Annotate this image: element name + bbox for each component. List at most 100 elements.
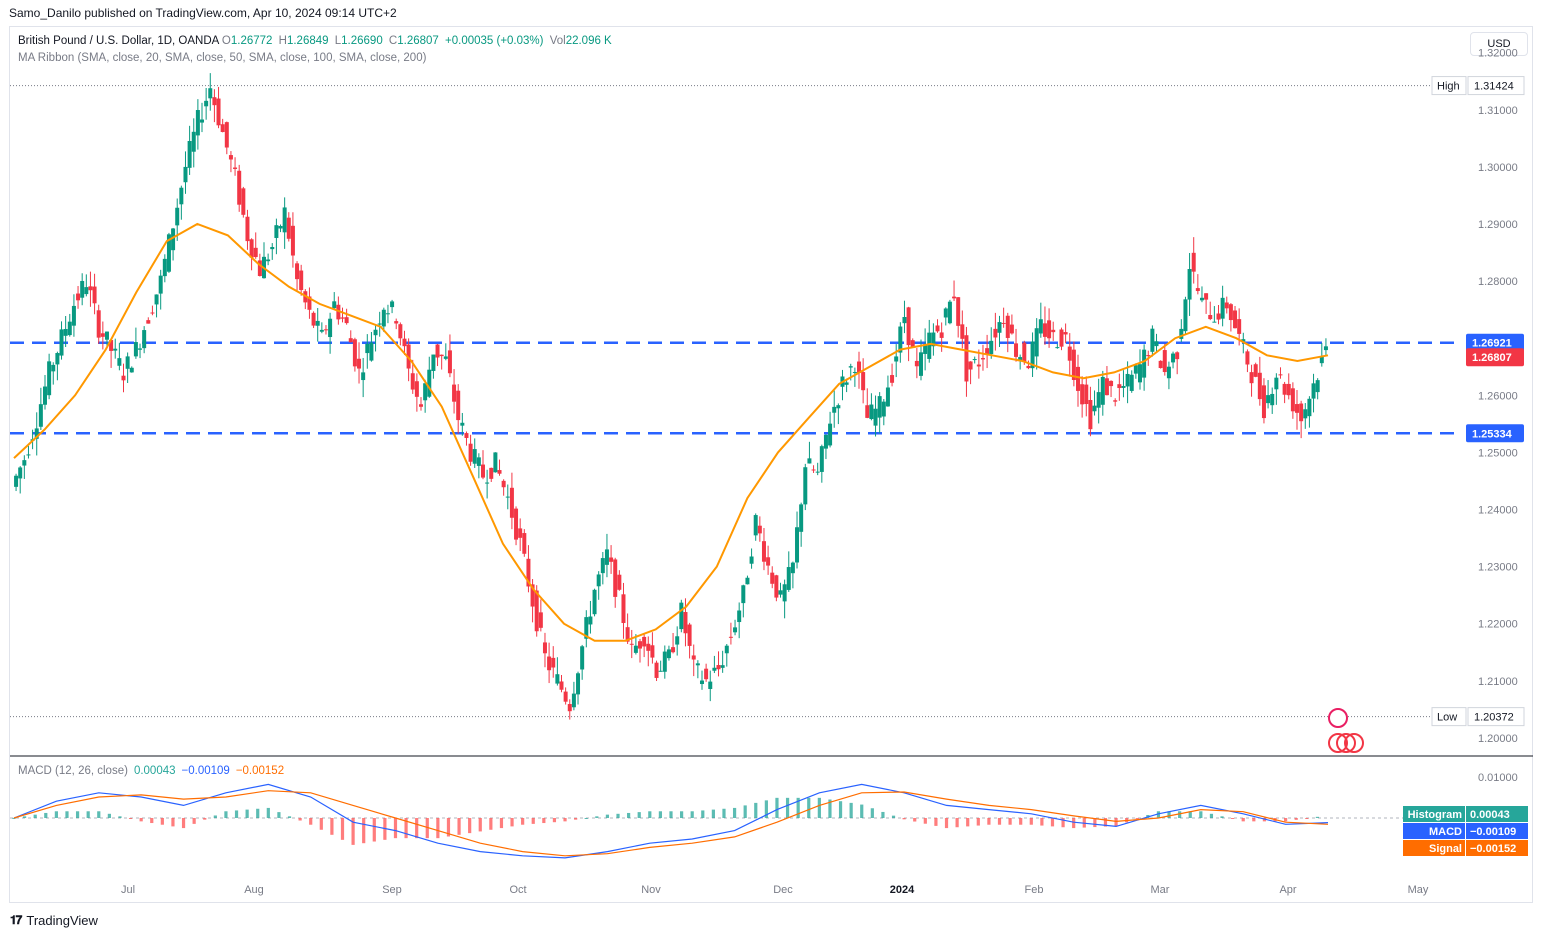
macd-histogram-bar bbox=[1294, 818, 1298, 820]
candle-body bbox=[1063, 332, 1068, 335]
ma-ribbon-legend[interactable]: MA Ribbon (SMA, close, 20, SMA, close, 5… bbox=[18, 52, 427, 64]
candle-body bbox=[621, 594, 626, 624]
candle-body bbox=[460, 422, 465, 426]
candle-body bbox=[158, 275, 163, 294]
candle-body bbox=[997, 322, 1002, 333]
x-tick-label: 2024 bbox=[890, 884, 915, 896]
candle-body bbox=[1295, 404, 1300, 413]
candle-body bbox=[472, 449, 477, 464]
candle-body bbox=[848, 366, 853, 368]
macd-histogram-bar bbox=[150, 818, 154, 824]
macd-histogram-bar bbox=[754, 802, 758, 818]
candle-body bbox=[1084, 384, 1089, 405]
candle-body bbox=[1233, 310, 1238, 329]
candle-body bbox=[154, 294, 159, 305]
candle-body bbox=[1183, 299, 1188, 332]
volume-label: Vol bbox=[549, 35, 566, 47]
candle-body bbox=[898, 326, 903, 353]
candle-body bbox=[352, 339, 357, 367]
candle-body bbox=[51, 364, 56, 372]
candle-body bbox=[216, 98, 221, 126]
candle-body bbox=[1249, 372, 1254, 384]
candle-body bbox=[1166, 366, 1171, 379]
candle-body bbox=[340, 317, 345, 319]
candle-body bbox=[84, 287, 89, 295]
candle-body bbox=[76, 293, 81, 301]
candle-body bbox=[724, 645, 729, 654]
currency-button[interactable]: USD bbox=[1470, 32, 1528, 56]
candle-body bbox=[1005, 315, 1010, 338]
footer-brand[interactable]: TradingView bbox=[26, 913, 98, 928]
candle-body bbox=[373, 329, 378, 336]
candle-body bbox=[708, 681, 713, 689]
candle-body bbox=[1109, 380, 1114, 387]
macd-histogram-bar bbox=[44, 812, 48, 818]
macd-histogram-bar bbox=[595, 816, 599, 818]
candle-body bbox=[63, 329, 68, 336]
candle-body bbox=[547, 656, 552, 671]
candle-body bbox=[171, 228, 176, 251]
macd-histogram-bar bbox=[65, 811, 69, 818]
candle-body bbox=[443, 356, 448, 359]
candle-body bbox=[104, 331, 109, 340]
candle-body bbox=[1208, 315, 1213, 320]
candle-body bbox=[447, 350, 452, 374]
candle-body bbox=[609, 557, 614, 562]
candle-body bbox=[505, 496, 510, 498]
candle-body bbox=[633, 645, 638, 653]
candle-body bbox=[1055, 347, 1060, 349]
macd-histogram-bar bbox=[574, 818, 578, 820]
candle-body bbox=[617, 574, 622, 590]
macd-histogram-bar bbox=[351, 818, 355, 845]
macd-value-box bbox=[1466, 806, 1528, 822]
macd-histogram-bar bbox=[860, 804, 864, 818]
candle-body bbox=[241, 188, 246, 215]
candle-body bbox=[542, 642, 547, 654]
macd-histogram-bar bbox=[75, 811, 80, 818]
candle-body bbox=[625, 627, 630, 642]
macd-histogram-bar bbox=[446, 818, 451, 837]
candle-body bbox=[823, 434, 828, 449]
candle-body bbox=[650, 645, 655, 658]
candle-body bbox=[497, 470, 502, 474]
candle-body bbox=[555, 674, 560, 684]
candle-body bbox=[675, 636, 680, 645]
candle-body bbox=[34, 428, 39, 439]
candle-body bbox=[1257, 372, 1262, 400]
candle-body bbox=[671, 647, 676, 653]
candle-body bbox=[1323, 346, 1328, 351]
macd-line bbox=[13, 783, 1329, 859]
candle-body bbox=[770, 572, 775, 584]
macd-legend[interactable]: MACD (12, 26, close) 0.00043 −0.00109 −0.00… bbox=[18, 765, 284, 777]
candle-body bbox=[394, 321, 399, 324]
tradingview-logo-icon: 𝟏𝟕 bbox=[10, 913, 22, 927]
candle-body bbox=[129, 367, 134, 373]
candle-body bbox=[638, 641, 643, 649]
candle-body bbox=[1059, 329, 1064, 347]
macd-histogram-bar bbox=[838, 801, 843, 818]
candle-body bbox=[274, 225, 279, 238]
candle-body bbox=[1220, 297, 1225, 319]
macd-histogram-bar bbox=[669, 811, 673, 818]
symbol-name[interactable]: British Pound / U.S. Dollar, 1D, OANDA bbox=[18, 35, 219, 47]
macd-histogram-bar bbox=[277, 812, 281, 818]
candle-body bbox=[782, 584, 787, 602]
x-tick-label: Dec bbox=[773, 884, 793, 896]
low-value-box bbox=[1467, 707, 1525, 727]
macd-histogram-bar bbox=[245, 809, 249, 818]
candle-body bbox=[1241, 339, 1246, 342]
candle-body bbox=[931, 332, 936, 347]
macd-tag-box bbox=[1403, 840, 1465, 856]
candle-body bbox=[1092, 405, 1097, 412]
candle-body bbox=[1319, 356, 1324, 364]
candle-body bbox=[1175, 352, 1180, 360]
macd-histogram-bar bbox=[107, 813, 111, 818]
candle-body bbox=[1179, 328, 1184, 339]
candle-body bbox=[584, 617, 589, 639]
candle-body bbox=[323, 329, 328, 331]
candle-body bbox=[1158, 360, 1163, 369]
macd-histogram-bar bbox=[1114, 818, 1118, 827]
macd-histogram-bar bbox=[976, 818, 980, 826]
macd-histogram-bar bbox=[722, 808, 726, 818]
